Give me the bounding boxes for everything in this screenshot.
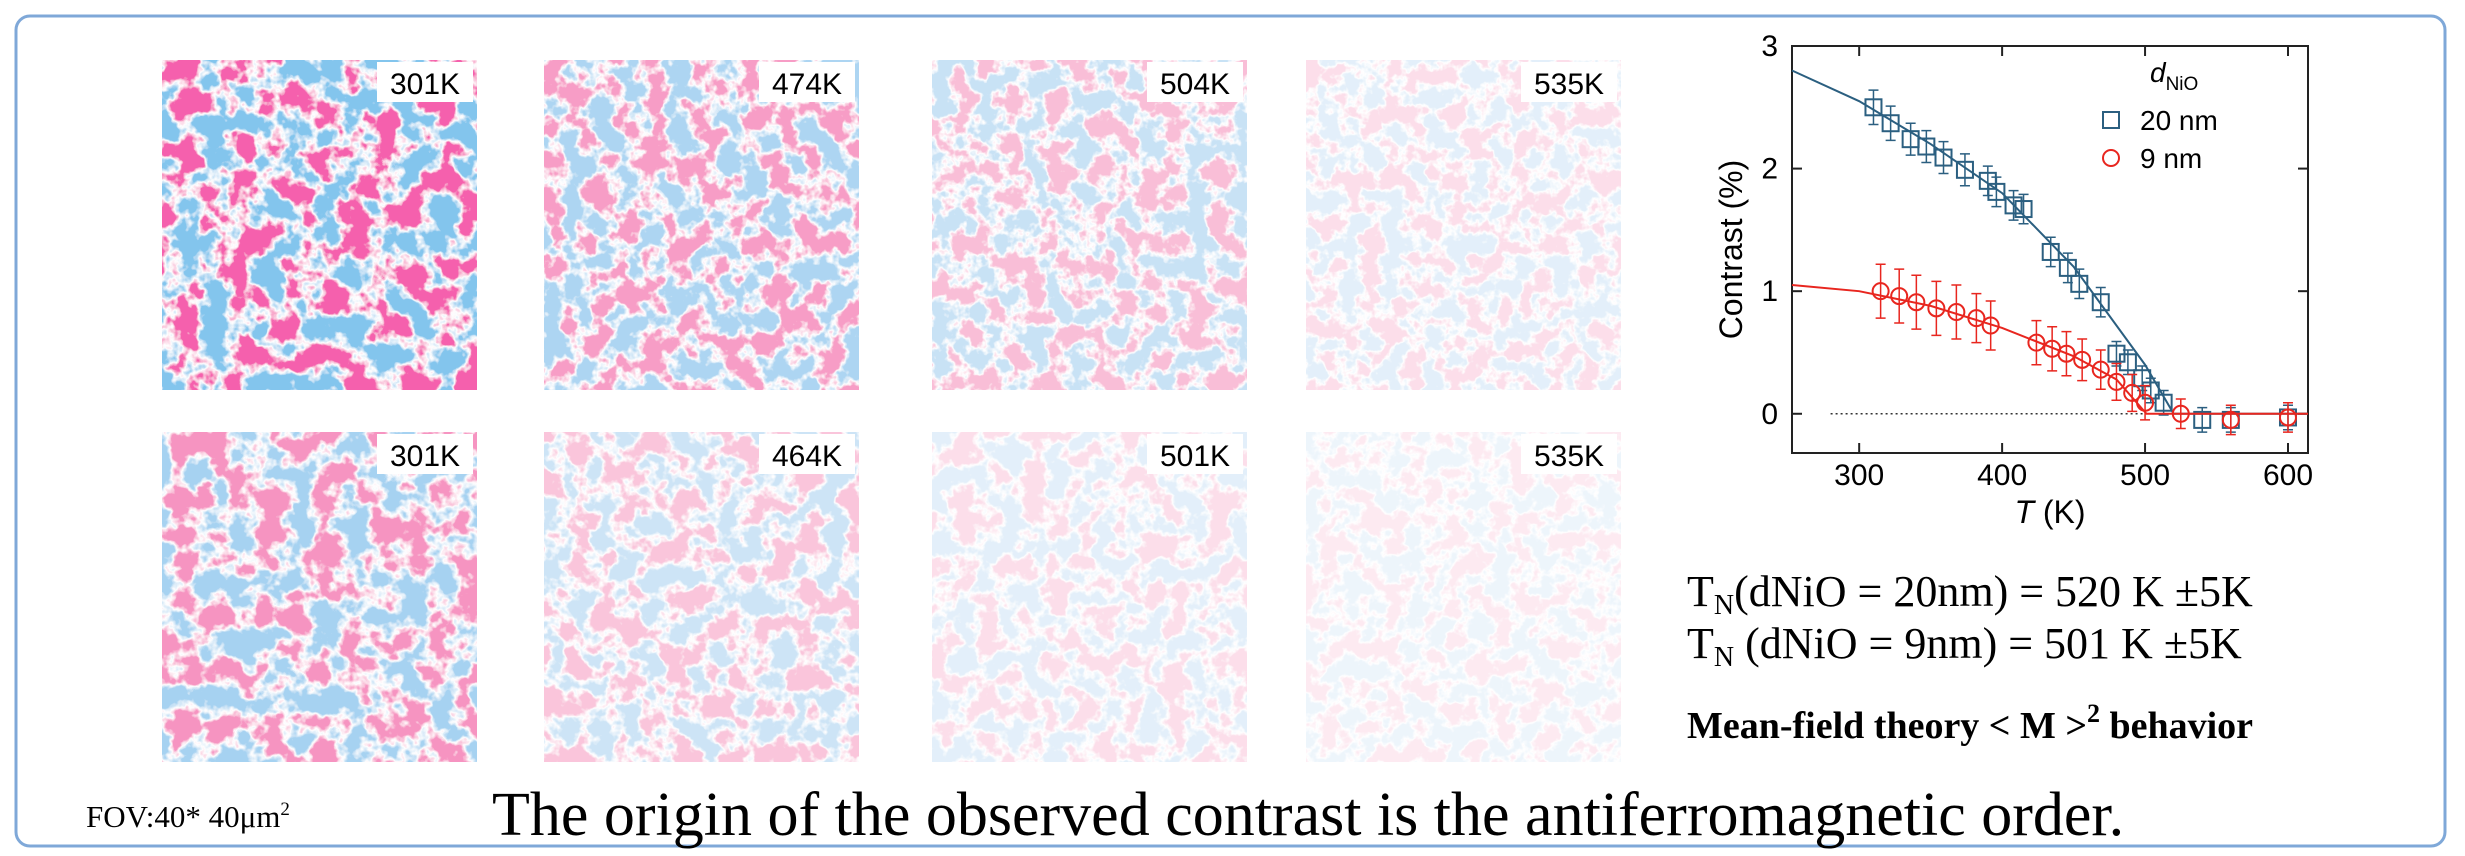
y-tick-label: 2 [1761,153,1778,186]
y-tick-label: 1 [1761,275,1778,308]
microscopy-image [932,60,1247,390]
x-tick-label: 400 [1977,459,2027,492]
equation: TN (dNiO = 9nm) = 501 K ±5K [1687,619,2242,673]
legend-label: 9 nm [2140,143,2202,174]
microscopy-image [1306,432,1621,762]
microscopy-image [544,432,859,762]
legend-label: 20 nm [2140,105,2218,136]
x-label-unit: (K) [2034,494,2086,530]
fov-sup: 2 [280,799,290,820]
eq-sub: N [1714,590,1734,621]
image-label: 474K [772,68,842,101]
legend-var: d [2150,57,2167,88]
eq-text: (dNiO = 9nm) = 501 K ±5K [1734,619,2242,668]
eq-symbol: T [1687,567,1714,616]
note-tail: behavior [2100,705,2253,747]
image-label: 535K [1534,440,1604,473]
y-tick-label: 0 [1761,398,1778,431]
image-label: 301K [390,68,460,101]
x-axis-label: T (K) [2014,494,2085,530]
fov-label: FOV:40* 40μm2 [86,799,290,834]
note-sup: 2 [2087,699,2100,728]
microscopy-image [162,432,477,762]
x-tick-label: 600 [2263,459,2313,492]
microscopy-image [932,432,1247,762]
y-axis-label: Contrast (%) [1713,160,1749,340]
fov-text: FOV:40* 40μm [86,799,280,834]
microscopy-image [162,60,477,390]
x-tick-label: 500 [2120,459,2170,492]
microscopy-image [1306,60,1621,390]
image-label: 535K [1534,68,1604,101]
image-label: 464K [772,440,842,473]
eq-symbol: T [1687,619,1714,668]
legend-sub: NiO [2166,74,2199,95]
image-label: 504K [1160,68,1230,101]
note-text: Mean-field theory < M > [1687,705,2087,747]
eq-text: (dNiO = 20nm) = 520 K ±5K [1734,567,2253,616]
image-label: 301K [390,440,460,473]
y-tick-label: 3 [1761,30,1778,63]
caption: The origin of the observed contrast is t… [492,781,2124,849]
slide: 301K 474K 504K 535K 301K 464K 501K 535K FOV:40* … [0,0,2465,856]
eq-sub: N [1714,642,1734,673]
x-tick-label: 300 [1834,459,1884,492]
equation: TN(dNiO = 20nm) = 520 K ±5K [1687,567,2253,621]
image-label: 501K [1160,440,1230,473]
microscopy-image [544,60,859,390]
note: Mean-field theory < M >2 behavior [1687,699,2253,747]
